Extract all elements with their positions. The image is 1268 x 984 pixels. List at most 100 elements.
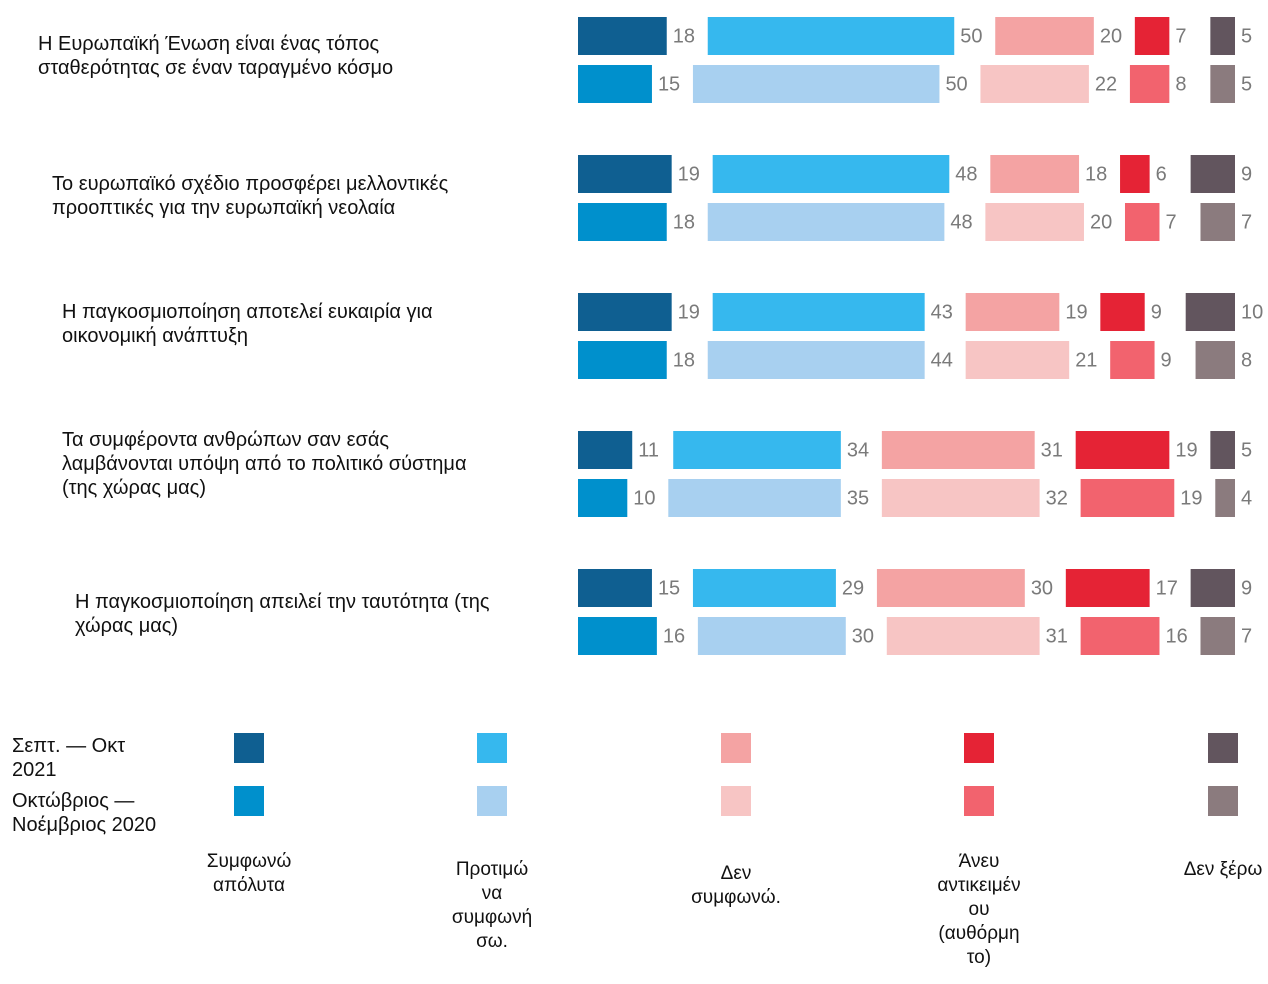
bar	[1075, 431, 1170, 469]
value-label: 18	[673, 25, 695, 47]
value-label: 32	[1046, 487, 1068, 509]
bar	[1190, 569, 1235, 607]
value-label: 5	[1241, 73, 1252, 95]
legend-answer: Προτιμώ να συμφωνήσω.	[451, 859, 533, 952]
value-label: 31	[1041, 439, 1063, 461]
value-label: 20	[1100, 25, 1122, 47]
value-label: 50	[960, 25, 982, 47]
bar	[692, 569, 836, 607]
value-label: 9	[1241, 577, 1252, 599]
statement-label: Η Ευρωπαϊκή Ένωση είναι ένας τόπος σταθε…	[38, 33, 394, 79]
statement-label: Η παγκοσμιοποίηση αποτελεί ευκαιρία για …	[62, 301, 433, 347]
bar	[881, 479, 1040, 517]
bar	[1210, 65, 1235, 103]
value-label: 8	[1175, 73, 1186, 95]
legend-swatch	[721, 733, 751, 763]
bar	[1210, 431, 1235, 469]
legend-swatch	[1208, 786, 1238, 816]
bar	[1065, 569, 1150, 607]
bar	[1124, 203, 1160, 241]
value-label: 5	[1241, 25, 1252, 47]
bar	[1080, 479, 1175, 517]
bar	[1215, 479, 1235, 517]
legend-swatch	[1208, 733, 1238, 763]
bar	[995, 17, 1094, 55]
value-label: 11	[638, 439, 659, 461]
value-label: 19	[678, 301, 700, 323]
value-label: 9	[1161, 349, 1172, 371]
value-label: 20	[1090, 211, 1112, 233]
statement-label: Το ευρωπαϊκό σχέδιο προσφέρει μελλοντικέ…	[52, 173, 449, 219]
legend-swatch	[234, 786, 264, 816]
bar	[876, 569, 1025, 607]
bar	[1185, 293, 1235, 331]
bar	[578, 569, 652, 607]
bar	[886, 617, 1040, 655]
legend-swatch	[964, 733, 994, 763]
value-label: 31	[1046, 625, 1068, 647]
value-label: 9	[1241, 163, 1252, 185]
legend-swatch	[477, 786, 507, 816]
value-label: 10	[633, 487, 655, 509]
value-label: 16	[663, 625, 685, 647]
legend-period: Σεπτ. — Οκτ 2021	[12, 735, 126, 781]
statement-label: Η παγκοσμιοποίηση απειλεί την ταυτότητα …	[75, 591, 490, 637]
bar	[1100, 293, 1145, 331]
bar	[1200, 203, 1235, 241]
bar	[712, 155, 950, 193]
value-label: 34	[847, 439, 869, 461]
bar	[578, 431, 633, 469]
value-label: 22	[1095, 73, 1117, 95]
legend-answer: Δεν συμφωνώ.	[691, 863, 781, 908]
legend-swatch	[964, 786, 994, 816]
bar	[1120, 155, 1150, 193]
value-label: 9	[1151, 301, 1162, 323]
value-label: 6	[1156, 163, 1167, 185]
value-label: 19	[1175, 439, 1197, 461]
bar	[578, 65, 652, 103]
value-label: 19	[1180, 487, 1202, 509]
bar	[578, 617, 657, 655]
bar	[1129, 65, 1170, 103]
value-label: 7	[1241, 211, 1252, 233]
legend-swatch	[721, 786, 751, 816]
bar	[692, 65, 940, 103]
value-label: 16	[1165, 625, 1187, 647]
bar	[1190, 155, 1235, 193]
bar	[1195, 341, 1235, 379]
bar	[707, 341, 925, 379]
bar	[578, 341, 667, 379]
value-label: 44	[931, 349, 953, 371]
value-label: 19	[678, 163, 700, 185]
value-label: 30	[852, 625, 874, 647]
bar	[1210, 17, 1235, 55]
bar	[965, 293, 1060, 331]
bar	[673, 431, 841, 469]
bar	[578, 479, 628, 517]
bar	[578, 155, 672, 193]
bar	[578, 203, 667, 241]
value-label: 7	[1165, 211, 1176, 233]
bar	[1200, 617, 1235, 655]
bar	[578, 293, 672, 331]
value-label: 48	[955, 163, 977, 185]
value-label: 18	[1085, 163, 1107, 185]
value-label: 19	[1065, 301, 1087, 323]
bar	[1134, 17, 1170, 55]
bar	[697, 617, 846, 655]
bar	[707, 203, 945, 241]
value-label: 21	[1075, 349, 1097, 371]
value-label: 35	[847, 487, 869, 509]
bar	[668, 479, 841, 517]
legend-answer: Συμφωνώ απόλυτα	[206, 851, 292, 896]
legend-swatch	[234, 733, 264, 763]
bar	[881, 431, 1035, 469]
legend-answer: Άνευ αντικειμένου (αυθόρμητο)	[937, 851, 1021, 968]
value-label: 7	[1175, 25, 1186, 47]
value-label: 17	[1156, 577, 1178, 599]
legend-swatch	[477, 733, 507, 763]
statement-label: Τα συμφέροντα ανθρώπων σαν εσάς λαμβάνον…	[62, 429, 467, 499]
value-label: 8	[1241, 349, 1252, 371]
value-label: 50	[945, 73, 967, 95]
